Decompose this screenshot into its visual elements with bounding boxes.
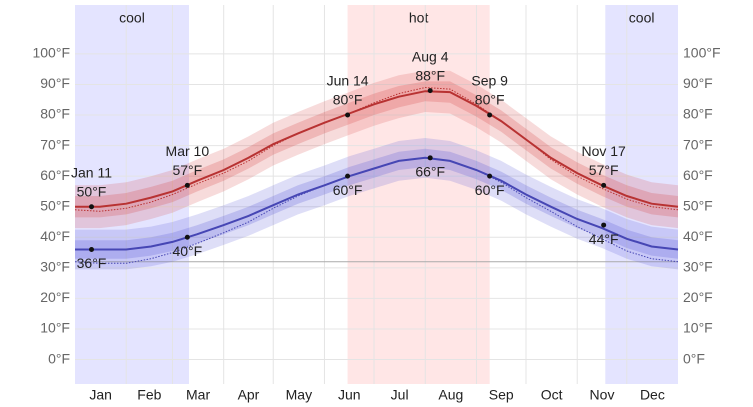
x-tick-label: Jan (89, 387, 112, 403)
y-tick-label-right: 80°F (683, 106, 713, 122)
annotation-high: 80°F (333, 92, 363, 108)
annotation-high: 80°F (475, 92, 505, 108)
annotation-high: 57°F (589, 162, 619, 178)
season-band (605, 5, 678, 384)
high-point (427, 88, 433, 94)
annotation-low: 44°F (589, 231, 619, 247)
perceived-line (74, 86, 679, 212)
annotation-high: 50°F (77, 183, 107, 199)
low-point (427, 155, 433, 161)
y-tick-label: 50°F (40, 197, 70, 213)
x-tick-label: Apr (238, 387, 260, 403)
annotation-high: 88°F (415, 67, 445, 83)
y-tick-label: 10°F (40, 320, 70, 336)
inner-band (75, 148, 678, 259)
low-point (487, 173, 493, 179)
x-tick-label: Aug (438, 387, 463, 403)
season-label: cool (629, 10, 655, 26)
average-line (75, 90, 679, 208)
y-tick-label-right: 30°F (683, 259, 713, 275)
y-tick-label-right: 50°F (683, 197, 713, 213)
y-tick-label-right: 40°F (683, 228, 713, 244)
annotation-date: Mar 10 (166, 143, 210, 159)
x-tick-label: Feb (137, 387, 161, 403)
y-tick-label: 80°F (40, 106, 70, 122)
high-point (601, 182, 607, 188)
low-point (345, 173, 351, 179)
y-tick-label-right: 10°F (683, 320, 713, 336)
y-tick-label-right: 90°F (683, 75, 713, 91)
y-tick-label: 0°F (48, 350, 70, 366)
average-line (75, 156, 679, 251)
annotation-date: Jun 14 (327, 73, 369, 89)
y-tick-label: 70°F (40, 136, 70, 152)
outer-band (75, 138, 678, 270)
x-tick-label: Dec (640, 387, 665, 403)
x-tick-label: Jun (338, 387, 361, 403)
annotation-date: Aug 4 (412, 48, 449, 64)
annotation-date: Nov 17 (581, 143, 626, 159)
annotation-date: Sep 9 (471, 73, 508, 89)
high-point (487, 112, 493, 118)
x-tick-label: May (286, 387, 312, 403)
season-label: hot (409, 10, 429, 26)
annotation-low: 60°F (475, 182, 505, 198)
y-tick-label: 100°F (32, 45, 70, 61)
y-tick-label: 40°F (40, 228, 70, 244)
high-point (184, 182, 190, 188)
annotation-high: 57°F (172, 162, 202, 178)
x-tick-label: Mar (186, 387, 210, 403)
y-tick-label-right: 100°F (683, 45, 721, 61)
inner-band (75, 81, 678, 218)
annotation-date: Jan 11 (71, 164, 112, 180)
y-tick-label-right: 60°F (683, 167, 713, 183)
outer-band (75, 70, 678, 229)
x-tick-label: Nov (590, 387, 615, 403)
y-tick-label-right: 0°F (683, 350, 705, 366)
y-tick-label: 90°F (40, 75, 70, 91)
x-tick-label: Sep (489, 387, 514, 403)
high-point (345, 112, 351, 118)
annotation-low: 40°F (172, 243, 202, 259)
low-point (601, 222, 607, 228)
x-tick-label: Oct (541, 387, 563, 403)
season-label: cool (119, 10, 145, 26)
y-tick-label-right: 20°F (683, 289, 713, 305)
annotation-low: 36°F (77, 255, 107, 271)
season-band (347, 5, 490, 384)
high-point (89, 204, 95, 210)
low-point (184, 234, 190, 240)
low-point (89, 247, 95, 253)
season-band (75, 5, 189, 384)
annotation-low: 66°F (415, 164, 445, 180)
x-tick-label: Jul (391, 387, 409, 403)
y-tick-label: 60°F (40, 167, 70, 183)
y-tick-label: 30°F (40, 259, 70, 275)
annotation-low: 60°F (333, 182, 363, 198)
y-tick-label: 20°F (40, 289, 70, 305)
y-tick-label-right: 70°F (683, 136, 713, 152)
